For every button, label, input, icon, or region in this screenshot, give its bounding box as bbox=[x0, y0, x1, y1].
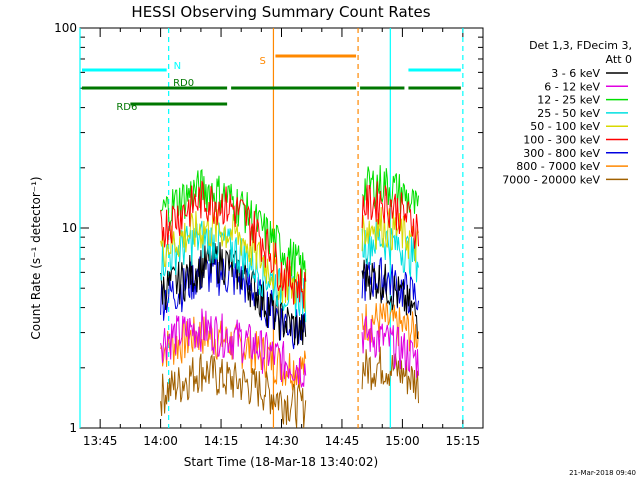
flag-label: RD6 bbox=[116, 102, 137, 113]
legend-entry-label: 300 - 800 keV bbox=[523, 147, 600, 160]
series-line bbox=[160, 308, 307, 388]
series-line bbox=[361, 258, 419, 339]
legend-entry-label: 7000 - 20000 keV bbox=[502, 173, 600, 186]
flag-label: N bbox=[174, 61, 181, 72]
legend-entry-label: 3 - 6 keV bbox=[551, 67, 600, 80]
series-line bbox=[361, 207, 419, 263]
flag-label: RD0 bbox=[173, 78, 194, 89]
x-tick-label: 15:15 bbox=[446, 434, 481, 448]
legend-entry-label: 100 - 300 keV bbox=[523, 134, 600, 147]
legend-entry-label: 12 - 25 keV bbox=[537, 94, 600, 107]
x-tick-label: 14:00 bbox=[143, 434, 178, 448]
series-line bbox=[160, 180, 307, 309]
chart-title: HESSI Observing Summary Count Rates bbox=[131, 3, 430, 21]
x-tick-label: 13:45 bbox=[83, 434, 118, 448]
y-tick-label: 10 bbox=[62, 221, 77, 235]
series-line bbox=[361, 221, 419, 283]
legend-header-line-1: Det 1,3, FDecim 3, bbox=[529, 39, 632, 52]
series-line bbox=[361, 346, 419, 404]
legend-entry-label: 50 - 100 keV bbox=[530, 120, 600, 133]
x-tick-label: 14:45 bbox=[325, 434, 360, 448]
x-tick-label: 14:15 bbox=[204, 434, 239, 448]
plot-layer: 1 10 100 13:45 14:00 14:15 14:30 14:45 15:00 15:1… bbox=[54, 21, 484, 448]
series-line bbox=[361, 302, 419, 352]
footer-timestamp: 21-Mar-2018 09:40 bbox=[569, 469, 636, 477]
legend-entry-label: 800 - 7000 keV bbox=[516, 160, 600, 173]
flag-label: S bbox=[259, 56, 265, 67]
x-tick-label: 15:00 bbox=[385, 434, 420, 448]
x-tick-label: 14:30 bbox=[264, 434, 299, 448]
series-line bbox=[160, 353, 307, 429]
x-axis-label: Start Time (18-Mar-18 13:40:02) bbox=[184, 455, 378, 469]
legend-header-line-2: Att 0 bbox=[606, 53, 632, 66]
legend-entry-label: 25 - 50 keV bbox=[537, 107, 600, 120]
series-line bbox=[361, 181, 419, 249]
series-line bbox=[361, 315, 419, 378]
y-tick-label: 1 bbox=[69, 421, 77, 435]
y-axis-label: Count Rate (s⁻¹ detector⁻¹) bbox=[29, 176, 43, 339]
y-tick-label: 100 bbox=[54, 21, 77, 35]
legend-entry-label: 6 - 12 keV bbox=[544, 80, 600, 93]
